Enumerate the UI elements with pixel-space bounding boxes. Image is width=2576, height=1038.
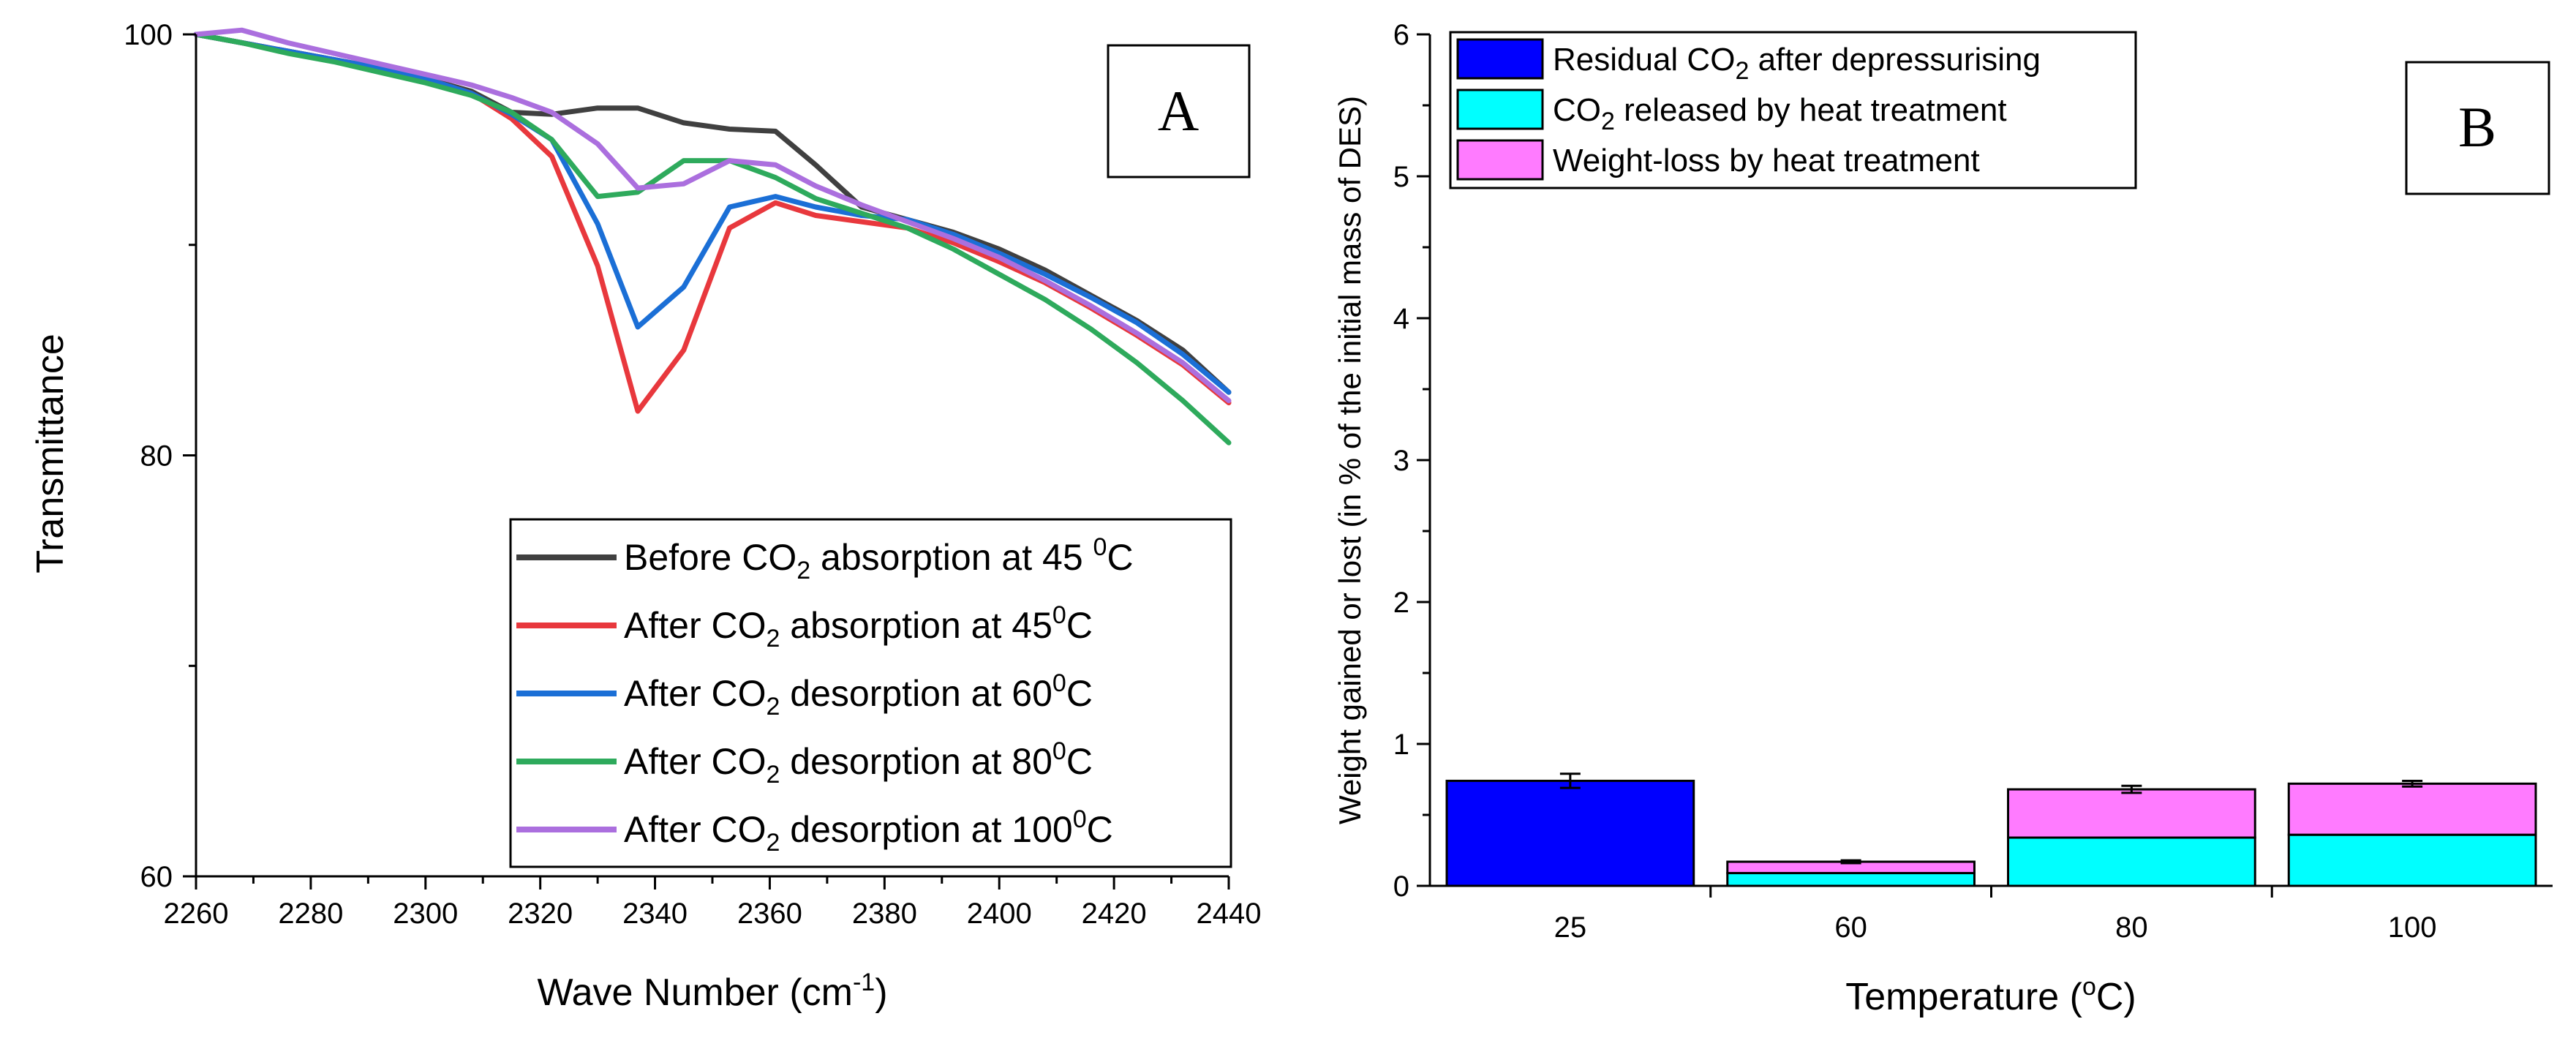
legend-swatch-b-2: [1456, 139, 1544, 181]
x-tick-label: 2360: [737, 898, 802, 930]
panel-b-bars: [1445, 779, 2537, 887]
bar-100-2: [2287, 782, 2537, 836]
panel-b-y-ticks: 0 1 2 3 4 5 6: [1393, 19, 1430, 903]
x-category-label: 100: [2388, 911, 2437, 944]
panel-a-y-ticks: 60 80 100: [124, 19, 196, 893]
legend-label-b-0: Residual CO2 after depressurising: [1553, 42, 2041, 85]
y-tick-label: 6: [1393, 19, 1409, 51]
y-tick-label: 2: [1393, 587, 1409, 619]
x-tick-label: 2260: [164, 898, 229, 930]
panel-a-y-minor-ticks: [189, 244, 196, 667]
panel-b-y-axis-title: Weight gained or lost (in % of the initi…: [1333, 96, 1367, 824]
x-tick-label: 2340: [622, 898, 688, 930]
panel-b-letter: B: [2458, 95, 2496, 159]
series-line-0: [193, 31, 1232, 395]
y-tick-label: 1: [1393, 729, 1409, 761]
panel-b-letter-box: [2405, 61, 2550, 195]
x-tick-label: 2440: [1197, 898, 1262, 930]
panel-a: 2260 2280 2300 2320 2340 2360 2380 2400 2420 2440…: [29, 19, 1261, 1014]
bar-100-1: [2287, 833, 2537, 887]
panel-b-x-ticks: 25 60 80 100: [1554, 886, 2437, 944]
panel-a-x-ticks: 2260 2280 2300 2320 2340 2360 2380 2400 2420 2440: [164, 876, 1262, 930]
legend-label-4: After CO2 desorption at 1000C: [624, 805, 1113, 857]
series-line-2: [193, 31, 1232, 395]
x-category-label: 60: [1834, 911, 1867, 944]
panel-b-x-axis-title: Temperature (oC): [1845, 973, 2136, 1018]
y-tick-label: 100: [124, 19, 173, 51]
series-line-1: [193, 31, 1232, 414]
panel-b-legend-box: [1449, 31, 2137, 189]
panel-b-legend: Residual CO2 after depressurising CO2 rel…: [1456, 38, 2041, 181]
panel-a-y-axis-title: Transmittance: [29, 334, 72, 573]
bar-60-1: [1726, 872, 1976, 887]
panel-a-series: [193, 27, 1232, 445]
panel-a-legend-box: [509, 518, 1232, 868]
bar-25-0: [1445, 779, 1695, 887]
legend-swatch-b-0: [1456, 38, 1544, 80]
legend-label-b-1: CO2 released by heat treatment: [1553, 92, 2007, 135]
x-tick-label: 2400: [967, 898, 1032, 930]
x-tick-label: 2320: [508, 898, 573, 930]
y-tick-label: 3: [1393, 445, 1409, 477]
bar-80-1: [2007, 836, 2256, 887]
legend-label-b-2: Weight-loss by heat treatment: [1553, 143, 1980, 178]
x-tick-label: 2380: [852, 898, 917, 930]
y-tick-label: 80: [140, 440, 173, 473]
panel-a-letter: A: [1158, 79, 1199, 143]
legend-label-2: After CO2 desorption at 600C: [624, 669, 1093, 721]
legend-label-3: After CO2 desorption at 800C: [624, 737, 1093, 789]
panel-a-letter-box: [1107, 44, 1251, 178]
legend-swatch-b-1: [1456, 89, 1544, 130]
panel-b-error-bars: [1559, 772, 2423, 865]
x-tick-label: 2280: [278, 898, 343, 930]
panel-b: 0 1 2 3 4 5 6 25 60 80 100 Temperature (oC) Weigh…: [1333, 19, 2553, 1018]
series-line-3: [193, 31, 1232, 445]
x-category-label: 80: [2115, 911, 2148, 944]
y-tick-label: 5: [1393, 161, 1409, 193]
y-tick-label: 4: [1393, 303, 1409, 335]
bar-80-2: [2007, 788, 2256, 839]
x-tick-label: 2300: [393, 898, 458, 930]
legend-label-0: Before CO2 absorption at 45 0C: [624, 533, 1134, 584]
x-category-label: 25: [1554, 911, 1587, 944]
x-tick-label: 2420: [1082, 898, 1147, 930]
legend-label-1: After CO2 absorption at 450C: [624, 601, 1093, 652]
panel-a-legend: Before CO2 absorption at 45 0C After CO2 …: [516, 533, 1134, 857]
y-tick-label: 60: [140, 861, 173, 893]
series-line-4: [193, 27, 1232, 404]
panel-a-x-axis-title: Wave Number (cm-1): [537, 969, 887, 1014]
y-tick-label: 0: [1393, 870, 1409, 903]
